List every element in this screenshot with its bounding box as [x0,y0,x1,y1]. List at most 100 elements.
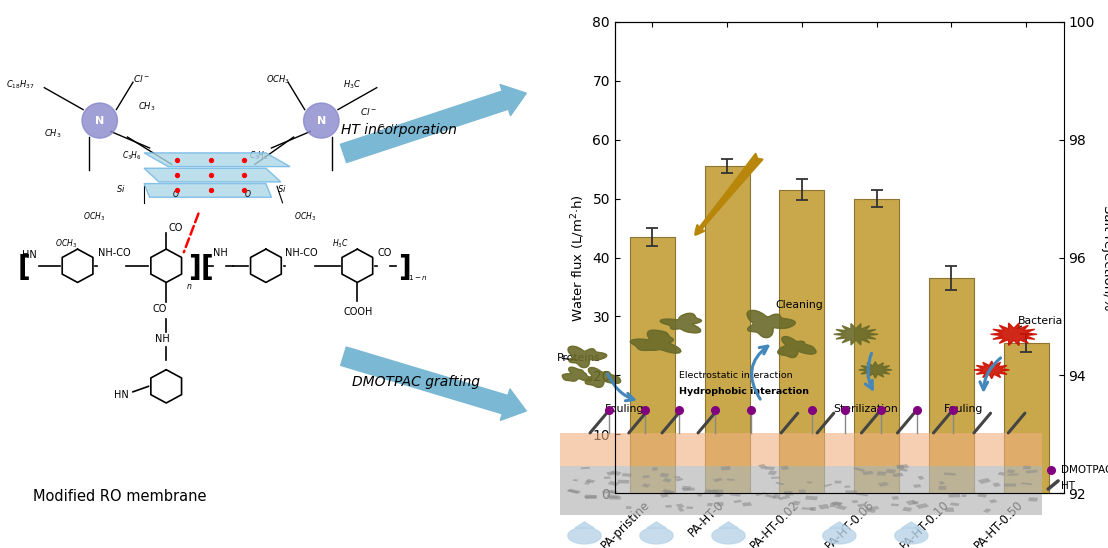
Bar [853,467,865,472]
Bar [1028,497,1038,501]
Bar [626,506,632,509]
Bar [832,501,843,506]
Bar [664,490,675,494]
Text: DMOTPAC grafting: DMOTPAC grafting [351,375,480,389]
Circle shape [895,527,929,544]
Bar [602,490,608,494]
Bar [617,480,629,483]
Bar [945,507,954,512]
Text: $\bf{][}$: $\bf{][}$ [188,253,214,282]
Text: HT: HT [1061,481,1075,490]
Text: $OCH_3$: $OCH_3$ [55,238,78,250]
Text: Sterilization: Sterilization [833,404,899,414]
Polygon shape [630,330,681,353]
Bar [765,494,777,499]
Polygon shape [144,153,290,167]
Bar [799,489,806,494]
Bar [801,507,814,510]
Bar [675,476,680,478]
Bar [665,505,673,508]
Bar [707,503,712,506]
Bar [831,502,841,505]
Bar [773,494,780,499]
Text: $O$: $O$ [172,189,179,199]
Text: $\bf{]}$: $\bf{]}$ [398,253,410,282]
Bar [929,278,974,493]
Bar [776,482,784,486]
Bar [567,489,579,494]
Polygon shape [859,362,892,378]
Bar [604,477,611,479]
Bar [659,493,669,498]
Bar [807,481,812,484]
Text: $OCH_3$: $OCH_3$ [266,73,290,85]
Text: $H_3C$: $H_3C$ [332,238,349,250]
Bar [856,504,865,507]
Text: CO: CO [168,223,183,233]
Y-axis label: Water flux (L/m$^2$·h): Water flux (L/m$^2$·h) [570,193,587,322]
Text: Fouling: Fouling [605,404,644,414]
Text: $CH_3$: $CH_3$ [44,128,62,140]
Bar [977,493,987,498]
Bar [780,465,789,470]
Text: $C_{18}H_{37}$: $C_{18}H_{37}$ [377,123,406,135]
Bar [642,483,650,488]
Text: HT incorporation: HT incorporation [341,123,456,137]
Bar [756,492,767,496]
Bar [993,482,1001,487]
Polygon shape [747,310,796,338]
Bar [1004,343,1048,493]
Text: $Si$: $Si$ [116,183,126,194]
Bar [720,466,731,471]
Bar [1023,466,1032,470]
Circle shape [640,527,674,544]
Bar [643,475,649,478]
Bar [629,237,675,493]
Circle shape [82,103,117,138]
FancyArrow shape [340,347,526,420]
Bar [653,467,658,471]
Bar [717,494,724,496]
Bar [664,491,676,495]
Text: $C_3H_6$: $C_3H_6$ [249,150,269,162]
Text: Bacteria: Bacteria [1018,316,1064,326]
Text: $H_3C$: $H_3C$ [343,79,361,91]
Text: $\bf{[}$: $\bf{[}$ [17,253,30,282]
Bar [686,506,694,509]
Bar [834,481,841,483]
Bar [900,468,909,472]
Bar [683,488,695,491]
Text: NH: NH [213,248,228,258]
Text: $OCH_3$: $OCH_3$ [83,210,105,222]
Text: $Cl^-$: $Cl^-$ [360,106,378,117]
Bar [938,486,946,490]
Bar [944,472,956,476]
Bar [868,506,880,511]
Bar [585,479,595,483]
Polygon shape [562,367,592,381]
Circle shape [822,527,855,544]
Bar [876,471,886,476]
Text: CO: CO [153,304,166,315]
Text: Cleaning: Cleaning [776,300,823,310]
Bar [1007,469,1015,473]
Y-axis label: Salt rejection/%: Salt rejection/% [1101,205,1108,310]
Bar [608,490,617,494]
Bar [622,473,632,477]
Bar [948,493,961,498]
Bar [765,466,774,470]
Bar [560,466,1042,515]
Bar [784,491,792,493]
Text: $CH_3$: $CH_3$ [138,101,156,113]
Bar [704,489,712,494]
Polygon shape [144,168,280,182]
Bar [855,493,869,496]
Text: $OCH_3$: $OCH_3$ [294,210,316,222]
Text: COOH: COOH [343,307,373,317]
Text: $Cl^-$: $Cl^-$ [133,73,151,84]
Bar [845,490,858,493]
Bar [676,504,685,508]
Text: DMOTPAC: DMOTPAC [1061,465,1108,475]
Bar [983,509,992,513]
Bar [581,467,591,469]
